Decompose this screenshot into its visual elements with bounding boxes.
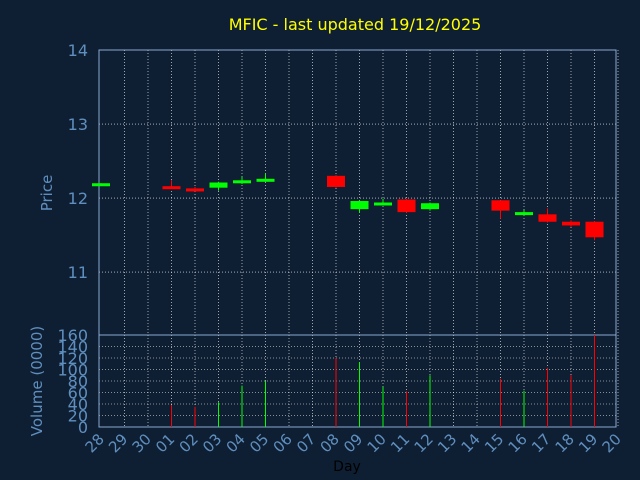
price-y-tick-label: 14: [68, 41, 88, 60]
candle-body: [92, 183, 110, 187]
volume-y-tick-label: 0: [78, 418, 88, 437]
candle-body: [397, 199, 416, 213]
candle-body: [421, 203, 439, 210]
volume-y-tick-label: 80: [68, 372, 88, 391]
volume-y-tick-label: 20: [68, 407, 88, 426]
x-ticks: 2829300102030405060708091011121314151617…: [82, 430, 625, 456]
volume-frame: [98, 334, 617, 428]
price-y-tick-label: 11: [68, 263, 88, 282]
price-y-tick-label: 12: [68, 189, 88, 208]
candle-body: [538, 214, 557, 222]
price-y-ticks: 11 12 13 14: [68, 41, 88, 282]
volume-bars: [171, 335, 595, 427]
price-y-label: Price: [38, 175, 56, 212]
x-axis-label: Day: [333, 459, 361, 475]
volume-y-tick-label: 60: [68, 384, 88, 403]
volume-y-tick-label: 160: [57, 326, 88, 345]
candle-body: [256, 178, 275, 182]
volume-y-tick-label: 120: [57, 349, 88, 368]
volume-y-tick-label: 40: [68, 395, 88, 414]
candle-body: [350, 201, 369, 210]
candles: [92, 173, 604, 241]
candle-body: [515, 212, 533, 216]
candle-body: [562, 221, 580, 226]
volume-y-tick-label: 140: [57, 338, 88, 357]
candle-body: [233, 180, 251, 184]
candle-body: [585, 221, 604, 238]
candle-body: [186, 188, 204, 192]
volume-y-label: Volume (0000): [28, 326, 46, 436]
candle-body: [162, 186, 181, 190]
price-y-tick-label: 13: [68, 115, 88, 134]
candle-body: [209, 182, 228, 188]
chart-title: MFIC - last updated 19/12/2025: [229, 15, 482, 34]
candle-body: [327, 175, 345, 187]
price-panel: 11 12 13 14 Price: [38, 41, 619, 336]
volume-y-tick-label: 100: [57, 361, 88, 380]
candle-body: [374, 202, 392, 206]
candle-body: [491, 200, 510, 211]
